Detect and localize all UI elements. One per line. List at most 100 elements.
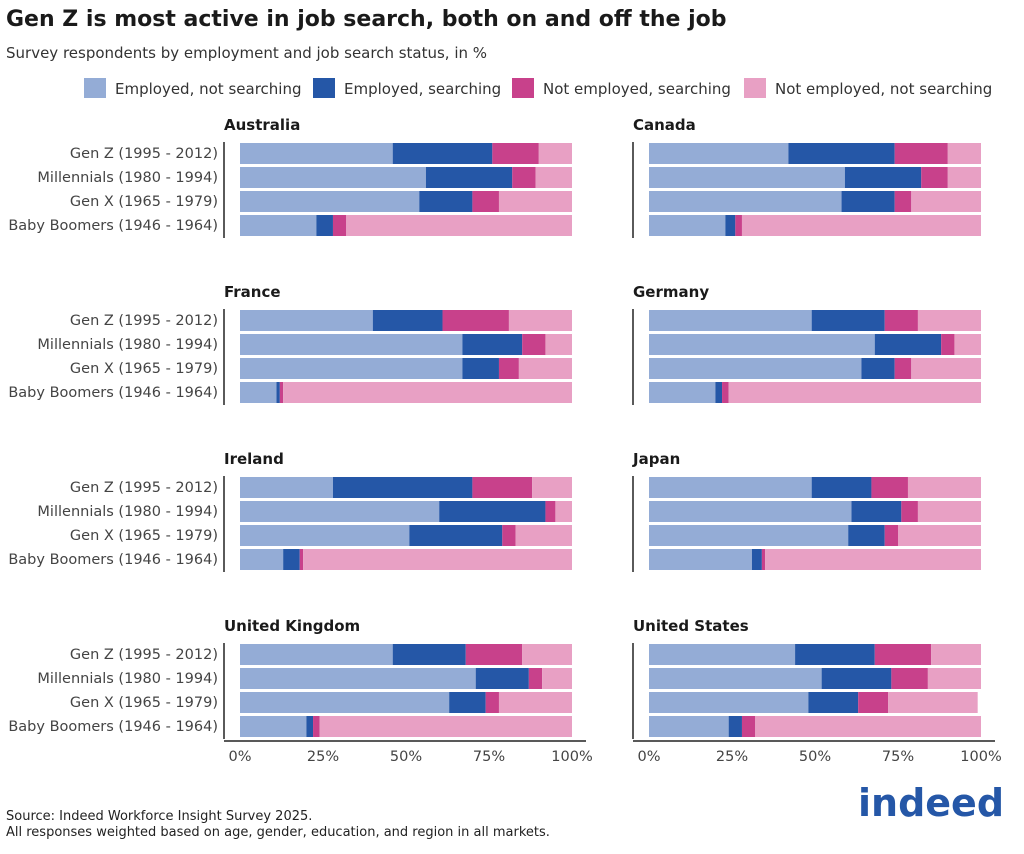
bar-segment [522,334,546,355]
bar-segment [392,644,466,665]
bar-segment [844,167,922,188]
bar-segment [901,501,918,522]
bar-segment [725,215,736,236]
bar-segment [409,525,503,546]
x-tick-label: 0% [637,749,660,765]
bar-segment [848,525,885,546]
bar-segment [425,167,513,188]
bar-segment [765,549,981,570]
bar-segment [941,334,955,355]
legend-label: Employed, searching [344,80,501,98]
category-label: Baby Boomers (1946 - 1964) [8,218,218,234]
bar-segment [240,310,373,331]
bar-segment [442,310,509,331]
bar-segment [795,644,875,665]
bar-segment [240,501,440,522]
bar-segment [332,477,473,498]
bar-segment [741,716,756,737]
bar-segment [649,525,849,546]
bar-segment [954,334,981,355]
bar-segment [788,143,895,164]
bar-segment [313,716,320,737]
bar-segment [492,143,539,164]
bar-segment [472,191,499,212]
bar-segment [722,382,729,403]
category-label: Millennials (1980 - 1994) [37,337,218,353]
bar-segment [751,549,762,570]
bar-segment [508,310,572,331]
category-label: Baby Boomers (1946 - 1964) [8,552,218,568]
bar-segment [649,668,822,689]
bar-segment [240,382,277,403]
panels: Australia Gen Z (1995 - 2012) Millennials … [8,116,1001,765]
category-label: Gen Z (1995 - 2012) [70,647,218,663]
footer-note: All responses weighted based on age, gen… [6,825,550,840]
chart-title: Gen Z is most active in job search, both… [6,7,727,32]
panel-title: Japan [632,450,680,468]
bar-segment [755,716,981,737]
category-label: Gen Z (1995 - 2012) [70,146,218,162]
bar-segment [741,215,981,236]
panel-france: France Gen Z (1995 - 2012) Millennials (19… [8,283,572,405]
bar-segment [498,358,519,379]
legend-label: Not employed, not searching [775,80,992,98]
bar-segment [715,382,723,403]
bar-segment [555,501,572,522]
bar-segment [240,191,420,212]
x-tick-label: 100% [960,749,1001,765]
chart-subtitle: Survey respondents by employment and job… [6,44,487,62]
category-label: Millennials (1980 - 1994) [37,504,218,520]
bar-segment [240,549,284,570]
bar-segment [240,716,307,737]
bar-segment [649,644,796,665]
bar-segment [392,143,493,164]
bar-segment [276,382,280,403]
bar-segment [462,358,499,379]
x-tick-label: 0% [228,749,251,765]
x-tick-label: 100% [551,749,592,765]
bar-segment [240,644,393,665]
bar-segment [735,215,742,236]
x-tick-label: 50% [799,749,831,765]
bar-segment [449,692,486,713]
category-label: Gen Z (1995 - 2012) [70,480,218,496]
bar-segment [911,191,981,212]
legend-label: Employed, not searching [115,80,301,98]
bar-segment [649,215,726,236]
bar-segment [240,525,410,546]
bar-segment [894,191,912,212]
bar-segment [761,549,766,570]
bar-segment [851,501,902,522]
bar-segment [649,167,845,188]
panel-united-kingdom: United Kingdom Gen Z (1995 - 2012) Millenn… [8,617,592,765]
bar-segment [649,191,842,212]
bar-segment [858,692,889,713]
bar-segment [927,668,981,689]
bar-segment [240,334,463,355]
bar-segment [419,191,473,212]
bar-segment [528,668,543,689]
legend: Employed, not searching Employed, searchi… [84,78,992,98]
bar-segment [947,143,981,164]
panel-title: Canada [633,116,696,134]
panel-title: Germany [633,283,709,301]
panel-ireland: Ireland Gen Z (1995 - 2012) Millennials (1… [8,450,572,572]
panel-title: France [224,283,281,301]
bar-segment [728,382,981,403]
bar-segment [518,358,572,379]
bar-segment [898,525,981,546]
bar-segment [316,215,333,236]
bar-segment [306,716,314,737]
bar-segment [319,716,572,737]
panel-canada: Canada [632,116,981,238]
bar-segment [535,167,572,188]
x-tick-label: 75% [882,749,914,765]
bar-segment [532,477,572,498]
bar-segment [485,692,499,713]
bar-segment [465,644,523,665]
bar-segment [240,477,333,498]
category-label: Gen Z (1995 - 2012) [70,313,218,329]
bar-segment [649,334,875,355]
legend-swatch [84,78,106,98]
